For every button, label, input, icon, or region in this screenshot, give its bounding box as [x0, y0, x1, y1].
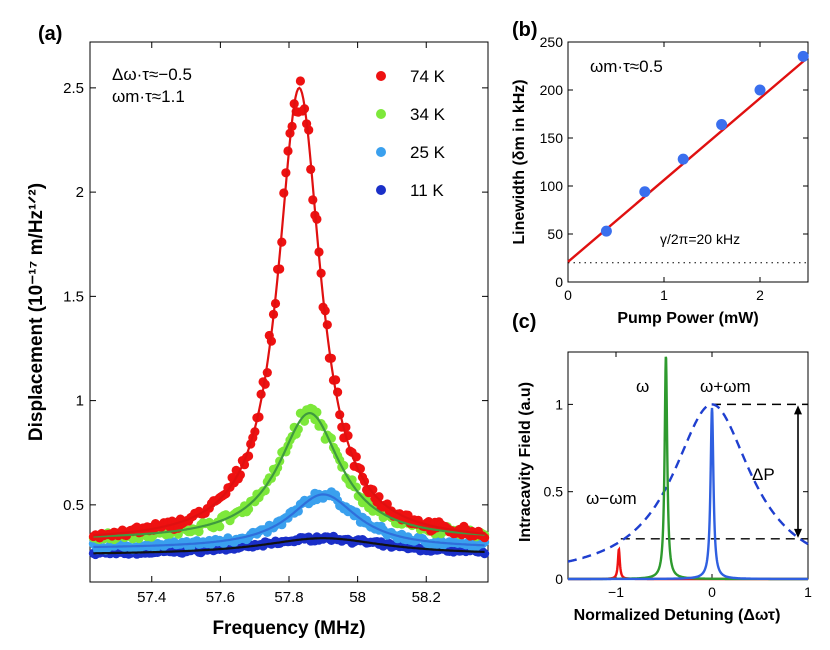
- a-point-74K: [382, 499, 392, 509]
- panel-b-label: (b): [512, 19, 538, 41]
- a-legend-marker: [376, 185, 386, 195]
- a-legend-marker: [376, 147, 386, 157]
- b-point: [754, 84, 766, 96]
- a-xtick-label: 57.8: [274, 589, 303, 606]
- b-point: [677, 153, 689, 165]
- panel-c-label-delta-p: ΔP: [752, 465, 775, 484]
- b-point: [600, 225, 612, 237]
- panel-a-ticks: 57.4 57.6 57.8 58 58.2 0.5 1 1.5 2 2.5: [63, 42, 488, 606]
- a-xtick-label: 57.6: [206, 589, 235, 606]
- a-point-11K: [480, 549, 490, 559]
- panel-c-xlabel: Normalized Detuning (Δωτ): [574, 607, 781, 624]
- panel-b-data: [567, 50, 809, 264]
- c-ytick-label: 0.5: [544, 484, 564, 500]
- a-xtick-label: 58.2: [412, 589, 441, 606]
- a-point-34K: [351, 482, 361, 492]
- a-point-34K: [194, 527, 204, 537]
- b-point: [639, 186, 651, 198]
- a-point-25K: [293, 506, 303, 516]
- a-fit-11K: [93, 537, 485, 555]
- a-legend-label: 34 K: [410, 105, 446, 124]
- a-ytick-label: 2: [76, 184, 84, 201]
- a-ytick-label: 1: [76, 393, 84, 410]
- panel-a-annotation-detuning: Δω·τ≈−0.5: [112, 65, 192, 84]
- a-ytick-label: 0.5: [63, 497, 84, 514]
- b-ytick-label: 100: [540, 178, 564, 194]
- a-legend-label: 11 K: [410, 181, 444, 200]
- panel-c-ylabel: Intracavity Field (a.u): [517, 382, 534, 542]
- a-legend-label: 74 K: [410, 67, 446, 86]
- panel-c-data: [567, 356, 809, 581]
- a-xtick-label: 57.4: [137, 589, 166, 606]
- c-xtick-label: 1: [804, 584, 812, 600]
- a-xtick-label: 58: [349, 589, 366, 606]
- b-ytick-label: 50: [547, 226, 563, 242]
- b-point: [797, 50, 809, 62]
- b-xtick-label: 2: [756, 287, 764, 303]
- panel-b-reference-label: γ/2π=20 kHz: [660, 231, 740, 247]
- panel-b-annotation: ωm·τ≈0.5: [590, 57, 663, 76]
- a-legend-label: 25 K: [410, 143, 446, 162]
- panel-b-ticks: 0 1 2 0 50 100 150 200 250: [540, 34, 808, 303]
- a-point-74K: [368, 485, 378, 495]
- b-xtick-label: 1: [660, 287, 668, 303]
- a-legend-marker: [376, 71, 386, 81]
- b-ytick-label: 250: [540, 34, 564, 50]
- a-fit-34K: [93, 411, 485, 538]
- c-curve-envelope: [567, 403, 809, 563]
- c-xtick-label: −1: [608, 584, 624, 600]
- b-point: [716, 119, 728, 131]
- panel-a-annotation-omega: ωm·τ≈1.1: [112, 87, 185, 106]
- panel-a-displacement-spectra: 57.4 57.6 57.8 58 58.2 0.5 1 1.5 2 2.5 (a) Freque…: [26, 23, 490, 639]
- a-point-74K: [279, 188, 289, 198]
- c-ytick-label: 1: [555, 396, 563, 412]
- a-fit-74K: [93, 86, 485, 537]
- a-point-34K: [215, 522, 225, 532]
- a-point-74K: [374, 492, 384, 502]
- panel-a-label: (a): [38, 23, 62, 45]
- panel-b-frame: [567, 41, 809, 283]
- c-curve-m: [568, 407, 808, 581]
- panel-a-fits: [93, 86, 485, 555]
- c-xtick-label: 0: [708, 584, 716, 600]
- c-arrowhead-down: [794, 528, 802, 538]
- panel-c-label: (c): [512, 311, 536, 333]
- panel-a-legend: 74 K 34 K 25 K 11 K: [376, 67, 446, 200]
- a-legend-marker: [376, 109, 386, 119]
- panel-c-label-omega-plus: ω+ωm: [700, 377, 751, 396]
- a-ytick-label: 2.5: [63, 80, 84, 97]
- panel-b-ylabel: Linewidth (δm in kHz): [511, 79, 528, 244]
- a-fit-25K: [93, 493, 485, 549]
- b-xtick-label: 0: [564, 287, 572, 303]
- panel-c-label-omega: ω: [636, 377, 649, 396]
- c-curve-m: [568, 546, 808, 581]
- c-ytick-label: 0: [555, 571, 563, 587]
- panel-a-ylabel: Displacement (10⁻¹⁷ m/Hz¹ᐟ²): [26, 183, 47, 441]
- panel-c-intracavity-field: −1 0 100.51 (c) Normalized Detuning (Δωτ) …: [512, 311, 812, 624]
- panel-b-xlabel: Pump Power (mW): [617, 310, 758, 327]
- b-ytick-label: 150: [540, 130, 564, 146]
- panel-a-xlabel: Frequency (MHz): [212, 618, 365, 639]
- a-point-74K: [295, 76, 305, 86]
- a-ytick-label: 1.5: [63, 288, 84, 305]
- b-ytick-label: 0: [555, 274, 563, 290]
- c-arrowhead-up: [794, 405, 802, 415]
- panel-c-label-omega-minus: ω−ωm: [586, 489, 637, 508]
- panel-b-linewidth: 0 1 2 0 50 100 150 200 250 (b) Pump Power (mW) L…: [511, 19, 809, 327]
- b-ytick-label: 200: [540, 82, 564, 98]
